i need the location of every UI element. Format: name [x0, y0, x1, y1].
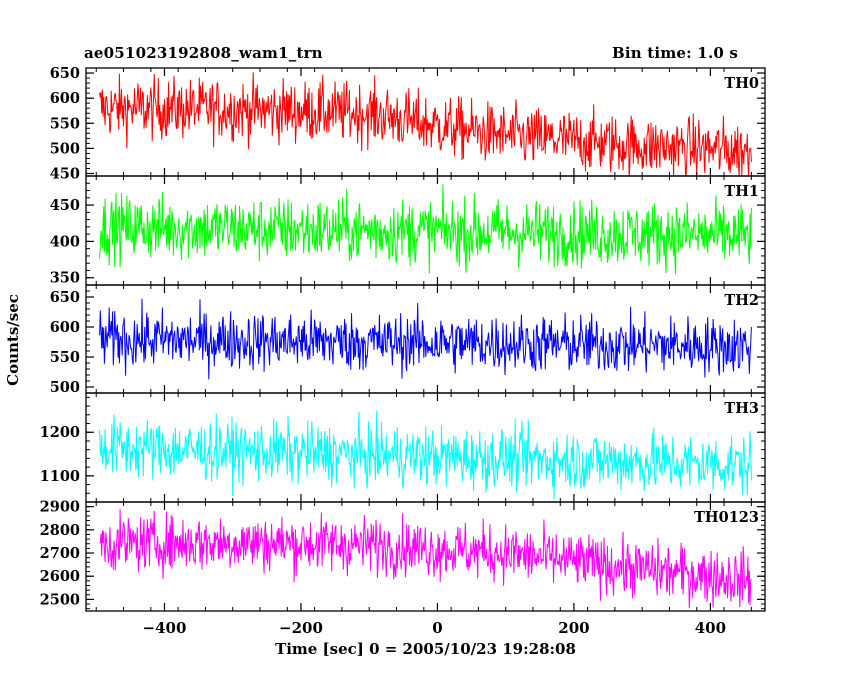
series-line-th1 — [99, 184, 752, 275]
x-tick-label: 0 — [432, 619, 442, 637]
y-tick-label: 500 — [50, 379, 80, 396]
y-tick-label: 550 — [50, 115, 80, 132]
y-tick-label: 600 — [50, 319, 80, 336]
y-tick-label: 2700 — [40, 545, 80, 562]
panel-label-th0123: TH0123 — [694, 509, 759, 526]
y-tick-label: 600 — [50, 90, 80, 107]
x-tick-label: 400 — [695, 619, 726, 637]
panel-frame — [85, 501, 766, 612]
y-axis-label: Counts/sec — [4, 294, 22, 386]
y-tick-label: 1100 — [40, 468, 80, 485]
y-tick-label: 2800 — [40, 522, 80, 539]
y-tick-label: 500 — [50, 140, 80, 157]
series-line-th2 — [99, 298, 752, 380]
y-tick-label: 2900 — [40, 499, 80, 516]
chart-title: ae051023192808_wam1_trn — [84, 44, 323, 62]
y-tick-label: 550 — [50, 349, 80, 366]
y-tick-label: 2500 — [40, 591, 80, 608]
y-tick-label: 450 — [50, 165, 80, 182]
x-axis-label: Time [sec] 0 = 2005/10/23 19:28:08 — [275, 640, 576, 658]
series-line-th3 — [99, 410, 752, 500]
y-tick-label: 350 — [50, 270, 80, 287]
panel-label-th1: TH1 — [724, 183, 759, 200]
series-line-th0123 — [99, 509, 752, 609]
y-tick-label: 450 — [50, 197, 80, 214]
x-tick-label: 200 — [558, 619, 589, 637]
x-tick-label: −200 — [279, 619, 323, 637]
y-tick-label: 1200 — [40, 424, 80, 441]
panel-label-th2: TH2 — [724, 292, 759, 309]
x-tick-label: −400 — [143, 619, 187, 637]
panel-label-th0: TH0 — [724, 75, 759, 92]
series-line-th0 — [99, 72, 752, 176]
y-tick-label: 400 — [50, 233, 80, 250]
y-tick-label: 650 — [50, 289, 80, 306]
y-tick-label: 650 — [50, 65, 80, 82]
panel-label-th3: TH3 — [724, 400, 759, 417]
y-tick-label: 2600 — [40, 568, 80, 585]
bin-time-label: Bin time: 1.0 s — [612, 44, 739, 62]
